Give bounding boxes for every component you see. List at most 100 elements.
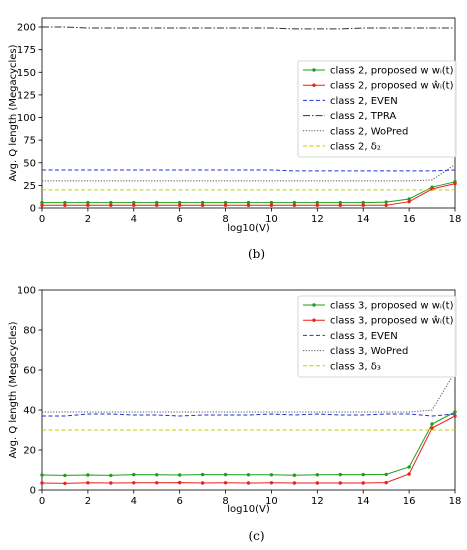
series-point xyxy=(292,473,297,477)
x-tick-label: 4 xyxy=(131,214,137,225)
series-point xyxy=(109,481,113,485)
series-point xyxy=(155,473,159,477)
series-point xyxy=(86,203,90,207)
series-point xyxy=(109,200,113,205)
series-point xyxy=(407,465,411,469)
series-point xyxy=(155,200,159,205)
series-point xyxy=(361,203,365,207)
series-point xyxy=(246,203,251,207)
series-point xyxy=(86,200,90,205)
series-point xyxy=(177,473,182,477)
series-point xyxy=(361,481,365,485)
x-tick-label: 12 xyxy=(311,496,324,507)
x-tick-label: 14 xyxy=(357,214,370,225)
series-point xyxy=(177,480,182,485)
legend-entry: class 2, EVEN xyxy=(330,96,398,107)
series-point xyxy=(269,200,274,205)
series-point xyxy=(132,481,136,485)
series-point xyxy=(63,200,67,205)
legend-swatch-marker xyxy=(312,303,316,307)
series-point xyxy=(269,481,274,485)
series-line-3 xyxy=(42,26,455,30)
series-point xyxy=(292,203,297,207)
x-axis-label: log10(V) xyxy=(227,504,270,515)
y-tick-label: 100 xyxy=(17,113,36,124)
series-point xyxy=(200,200,205,205)
series-point xyxy=(384,200,388,204)
series-point xyxy=(407,472,411,476)
y-axis-label: Avg. Q length (Megacycles) xyxy=(8,321,19,458)
series-point xyxy=(338,203,342,207)
figure-caption: (b) xyxy=(248,247,265,261)
chart-panel-b: 0 2 4 6 8 10 12 14 16 18 0 25 50 75 100 125 150 175 200 log… xyxy=(8,17,461,261)
legend-entry: class 2, proposed w wᵢ(t) xyxy=(330,66,454,77)
series-point xyxy=(361,472,365,477)
series-point xyxy=(453,181,457,186)
series-line-0 xyxy=(41,411,456,476)
series-point xyxy=(384,480,388,485)
series-point xyxy=(453,410,457,414)
series-point xyxy=(315,203,320,207)
x-axis-label: log10(V) xyxy=(227,223,270,234)
series-point xyxy=(155,203,159,207)
legend-entry: class 3, EVEN xyxy=(330,331,398,342)
series-point xyxy=(40,200,44,205)
x-tick-label: 10 xyxy=(265,496,278,507)
series-point xyxy=(40,203,44,207)
series-point xyxy=(384,472,388,477)
legend-entry: class 2, δ₂ xyxy=(330,142,381,153)
series-point xyxy=(132,203,136,207)
legend-entry: class 3, WoPred xyxy=(330,346,408,357)
y-tick-label: 0 xyxy=(30,204,36,215)
legend-swatch-marker xyxy=(312,68,316,72)
y-tick-label: 60 xyxy=(23,366,36,377)
series-point xyxy=(338,481,342,485)
x-tick-label: 14 xyxy=(357,496,370,507)
legend: class 2, proposed w wᵢ(t) class 2, propos… xyxy=(297,60,457,158)
series-point xyxy=(430,426,434,430)
y-tick-label: 0 xyxy=(30,486,36,497)
series-point xyxy=(155,481,159,485)
y-tick-label: 20 xyxy=(23,446,36,457)
y-tick-label: 100 xyxy=(17,286,36,297)
x-tick-label: 0 xyxy=(39,214,45,225)
series-point xyxy=(177,203,182,207)
series-point xyxy=(223,200,228,205)
series-point xyxy=(292,200,297,205)
x-tick-label: 2 xyxy=(85,214,91,225)
x-tick-label: 6 xyxy=(176,214,182,225)
chart-panel-c: 0 2 4 6 8 10 12 14 16 18 0 20 40 60 80 100 log10(V) Avg. … xyxy=(8,286,461,544)
series-point xyxy=(246,200,251,205)
plot-frame xyxy=(41,289,456,491)
series-point xyxy=(40,481,44,485)
x-tick-label: 18 xyxy=(449,496,462,507)
legend-swatch-marker xyxy=(312,318,316,322)
series-point xyxy=(63,473,67,478)
x-tick-label: 10 xyxy=(265,214,278,225)
series-point xyxy=(453,414,457,418)
series-point xyxy=(63,203,67,207)
series-point xyxy=(407,197,411,201)
legend-entry: class 2, WoPred xyxy=(330,126,408,137)
series-point xyxy=(269,473,274,477)
x-tick-label: 8 xyxy=(222,496,228,507)
series-point xyxy=(177,200,182,205)
series-point xyxy=(132,200,136,205)
legend: class 3, proposed w wᵢ(t) class 3, propos… xyxy=(297,295,457,378)
series-line-2 xyxy=(42,413,456,417)
y-tick-label: 25 xyxy=(23,181,36,192)
legend-entry: class 2, proposed w ŵᵢ(t) xyxy=(330,80,454,92)
series-point xyxy=(269,203,274,207)
x-tick-label: 2 xyxy=(85,496,91,507)
series-point xyxy=(40,473,44,477)
series-point xyxy=(109,203,113,207)
series-point xyxy=(223,472,228,477)
figure-caption: (c) xyxy=(248,529,264,543)
series-point xyxy=(200,481,205,485)
legend-box xyxy=(297,60,457,158)
series-point xyxy=(86,481,90,485)
x-tick-label: 8 xyxy=(222,214,228,225)
series-line-3 xyxy=(42,371,456,413)
y-tick-label: 40 xyxy=(23,406,36,417)
